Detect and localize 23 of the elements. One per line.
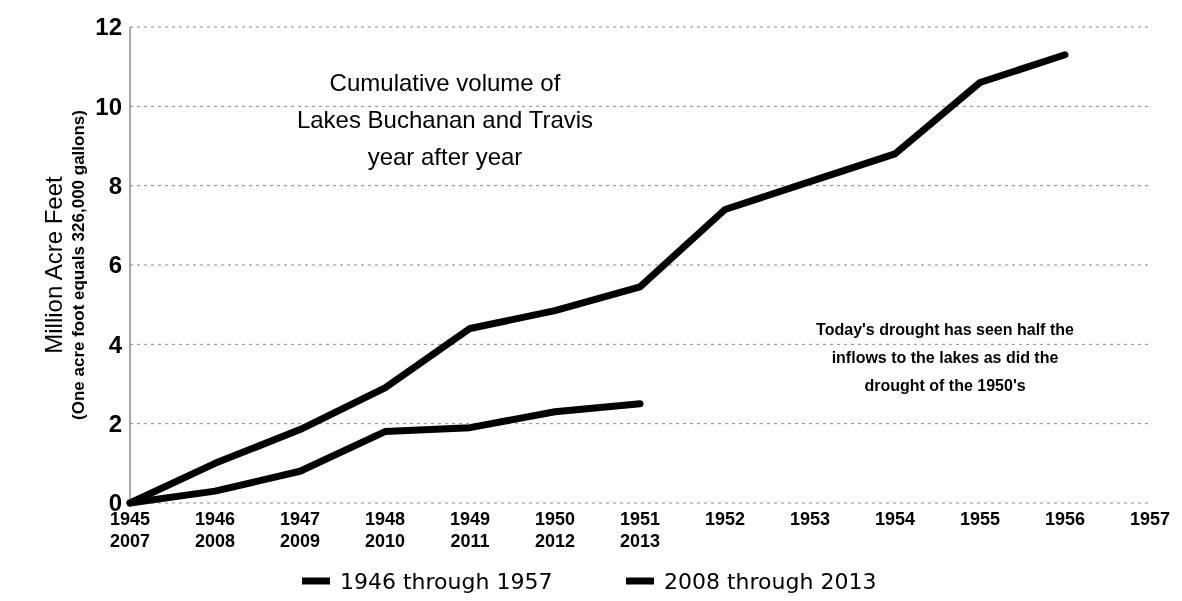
x-tick-label: 1953	[789, 509, 831, 529]
text: Cumulative volume of Lakes Buchanan and Travis year after year	[296, 69, 594, 170]
y-tick-label: 10	[95, 92, 122, 120]
y-tick-label: 8	[108, 172, 122, 200]
y-tick-label: 6	[108, 251, 122, 279]
x-tick-label: 1947 2009	[279, 509, 321, 551]
x-tick-label: 1950 2012	[534, 509, 576, 551]
x-tick-label: 1946 2008	[194, 509, 236, 551]
x-tick-label: 1952	[704, 509, 746, 529]
annotation: Today's drought has seen half the inflows to the lakes as did the drought of the 1950's	[816, 321, 1074, 394]
y-axis-title: Million Acre Feet (One acre foot equals 326,000 gallons)	[40, 110, 88, 420]
y-tick-label: 12	[95, 13, 122, 41]
x-tick-label: 1951 2013	[619, 509, 661, 551]
x-tick-label: 1949 2011	[449, 509, 491, 551]
x-tick-label: 1956	[1044, 509, 1086, 529]
x-tick-label: 1955	[959, 509, 1001, 529]
y-tick-label: 4	[108, 330, 123, 358]
legend-label: 2008 through 2013	[664, 568, 877, 594]
x-tick-label: 1954	[874, 509, 916, 529]
x-tick-label: 1948 2010	[364, 509, 406, 551]
legend-label: 1946 through 1957	[340, 568, 553, 594]
x-tick-label: 1957	[1129, 509, 1171, 529]
y-tick-label: 2	[108, 410, 122, 438]
